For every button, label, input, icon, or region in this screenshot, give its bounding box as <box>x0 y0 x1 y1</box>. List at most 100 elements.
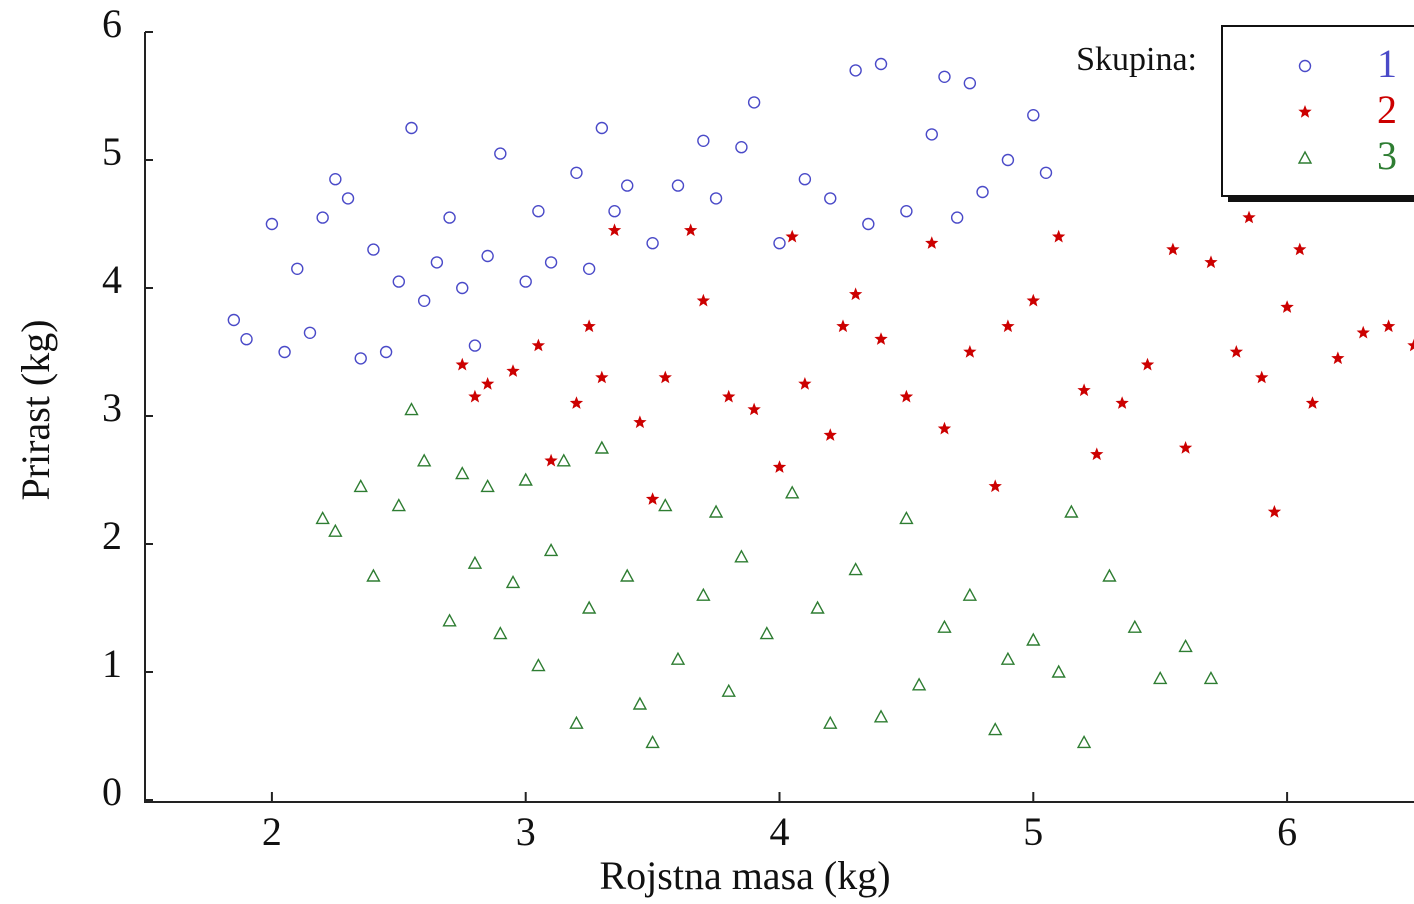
point <box>976 185 989 199</box>
point <box>798 172 812 186</box>
point <box>1280 300 1294 313</box>
point <box>937 619 952 633</box>
point <box>1102 568 1117 582</box>
point <box>1267 505 1282 518</box>
point <box>543 542 559 557</box>
point <box>518 472 533 486</box>
point <box>1077 383 1091 397</box>
point <box>417 294 431 307</box>
point <box>582 262 596 275</box>
point <box>315 510 330 525</box>
x-tick-label: 6 <box>1277 809 1297 854</box>
point <box>455 357 469 371</box>
point <box>874 57 888 71</box>
point <box>468 389 482 403</box>
point <box>392 275 405 288</box>
point <box>544 256 558 269</box>
point <box>316 211 329 224</box>
point <box>240 333 253 346</box>
point <box>633 415 647 429</box>
point <box>379 345 393 359</box>
point <box>417 453 432 467</box>
point <box>265 217 279 231</box>
point <box>645 492 660 505</box>
point <box>1356 325 1370 339</box>
point <box>925 236 939 249</box>
legend-label: 2 <box>1377 87 1397 132</box>
point <box>608 204 621 218</box>
point <box>646 236 659 250</box>
point <box>874 332 888 345</box>
point <box>1000 651 1016 665</box>
point <box>341 192 355 205</box>
point <box>810 600 825 614</box>
point <box>443 211 456 224</box>
point <box>1242 210 1256 224</box>
point <box>911 677 927 691</box>
point <box>506 364 520 377</box>
y-axis-title: Prirast (kg) <box>13 319 58 500</box>
point <box>1090 447 1104 461</box>
point <box>303 326 317 339</box>
point <box>1331 351 1345 365</box>
point <box>1051 664 1066 678</box>
point <box>620 568 635 582</box>
point <box>1166 242 1180 256</box>
point <box>747 96 761 109</box>
point <box>595 121 609 135</box>
x-tick-label: 2 <box>262 809 282 854</box>
y-tick-label: 4 <box>102 257 122 302</box>
point <box>1026 293 1040 307</box>
point <box>531 658 546 672</box>
x-tick-label: 5 <box>1023 809 1043 854</box>
point <box>873 709 889 723</box>
point <box>925 128 938 141</box>
point <box>735 140 748 154</box>
y-tick-label: 0 <box>102 769 122 814</box>
point <box>785 485 800 499</box>
point <box>658 370 672 384</box>
point <box>353 478 368 493</box>
point <box>747 402 761 416</box>
point <box>430 256 444 269</box>
point <box>696 293 710 307</box>
point <box>467 555 483 569</box>
point <box>556 453 571 467</box>
point <box>1052 229 1066 243</box>
legend-marker <box>1298 59 1312 73</box>
point <box>594 440 610 454</box>
point <box>1153 670 1168 685</box>
point <box>696 587 711 601</box>
point <box>505 574 521 589</box>
point <box>708 504 724 518</box>
point <box>1140 357 1155 371</box>
point <box>1178 638 1193 653</box>
point <box>607 223 622 237</box>
point <box>1039 166 1053 180</box>
point <box>468 339 482 352</box>
point <box>519 275 532 288</box>
point <box>569 396 584 409</box>
point <box>455 466 470 480</box>
point <box>899 389 914 403</box>
point <box>544 453 558 467</box>
point <box>684 223 698 237</box>
point <box>1027 108 1040 122</box>
point <box>621 179 634 192</box>
point <box>785 229 799 243</box>
point <box>1001 153 1015 167</box>
point <box>1127 619 1142 633</box>
point <box>404 402 419 416</box>
point <box>366 568 381 582</box>
point <box>950 211 964 224</box>
point <box>329 172 342 186</box>
point <box>721 683 736 697</box>
point <box>988 722 1003 736</box>
point <box>658 498 673 512</box>
point <box>569 715 584 729</box>
point <box>671 179 685 192</box>
legend-label: 3 <box>1377 133 1397 178</box>
legend-title: Skupina: <box>1076 41 1197 78</box>
point <box>582 319 596 333</box>
